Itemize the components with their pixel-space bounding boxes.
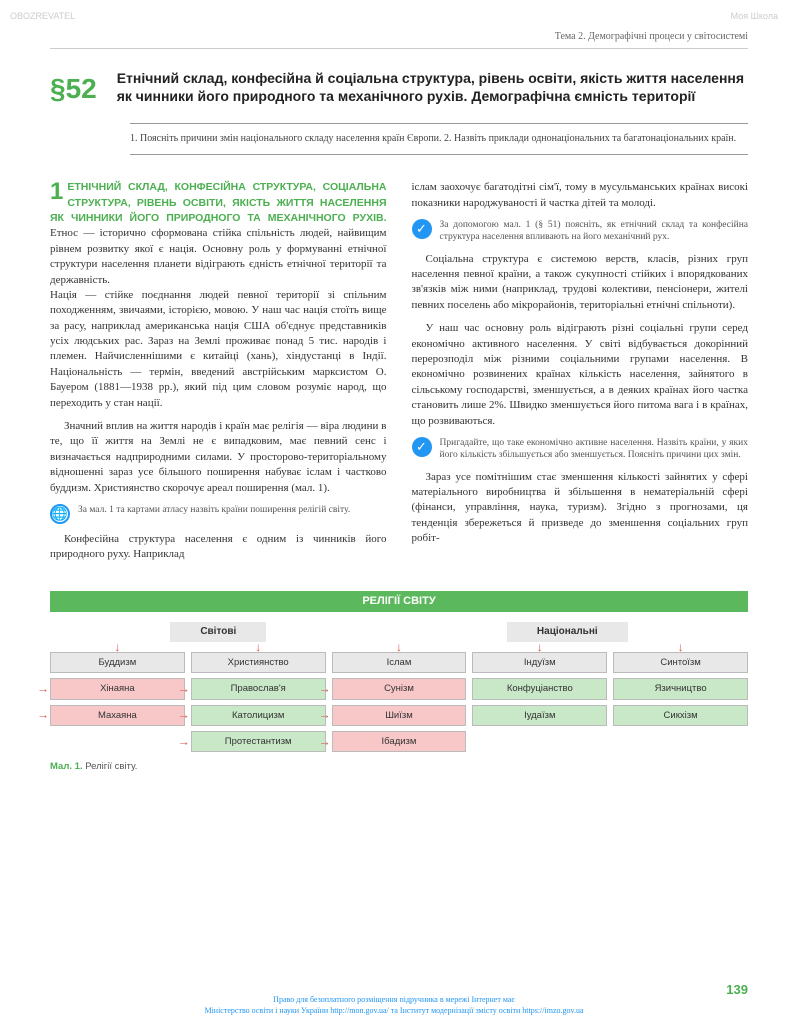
watermark: Моя Школа	[731, 10, 778, 23]
branch-node: Іудаїзм	[472, 705, 607, 726]
figure-caption: Мал. 1. Релігії світу.	[50, 760, 748, 773]
branch-node: Католицизм	[191, 705, 326, 726]
paragraph: Нація — стійке поєднання людей певної те…	[50, 288, 387, 411]
watermark: OBOZREVATEL	[10, 10, 75, 23]
paragraph: іслам заохочує багатодітні сім'ї, тому в…	[412, 180, 749, 211]
callout-text: Пригадайте, що таке економічно активне н…	[440, 437, 749, 462]
callout: 🌐 За мал. 1 та картами атласу назвіть кр…	[50, 504, 387, 524]
page-header: Тема 2. Демографічні процеси у світосист…	[50, 30, 748, 49]
check-icon: ✓	[412, 437, 432, 457]
diagram-col: Буддизм Хінаяна Махаяна	[50, 652, 185, 752]
body-columns: 1 ЕТНІЧНИЙ СКЛАД, КОНФЕСІЙНА СТРУКТУРА, …	[50, 180, 748, 571]
callout: ✓ Пригадайте, що таке економічно активне…	[412, 437, 749, 462]
diagram-col: Християнство Православ'я Католицизм Прот…	[191, 652, 326, 752]
religion-node: Індуїзм	[472, 652, 607, 673]
diagram-grid: Буддизм Хінаяна Махаяна Християнство Пра…	[50, 652, 748, 752]
diagram-col: Індуїзм Конфуціанство Іудаїзм	[472, 652, 607, 752]
branch-node: Протестантизм	[191, 731, 326, 752]
religion-node: Буддизм	[50, 652, 185, 673]
diagram-col: Синтоїзм Язичництво Сикхізм	[613, 652, 748, 752]
review-questions: 1. Поясніть причини змін національного с…	[130, 123, 748, 155]
footer-line: Право для безоплатного розміщення підруч…	[0, 994, 788, 1005]
paragraph: Зараз усе помітнішим стає зменшення кіль…	[412, 470, 749, 547]
diagram-col: Іслам Сунізм Шиїзм Ібадизм	[332, 652, 467, 752]
paragraph: У наш час основну роль відіграють різні …	[412, 321, 749, 429]
section-number: §52	[50, 69, 97, 108]
paragraph: Значний вплив на життя народів і країн м…	[50, 419, 387, 496]
callout: ✓ За допомогою мал. 1 (§ 51) поясніть, я…	[412, 219, 749, 244]
caption-label: Мал. 1.	[50, 761, 83, 772]
religions-diagram: РЕЛІГІЇ СВІТУ Світові Національні Буддиз…	[50, 591, 748, 774]
branch-node: Конфуціанство	[472, 678, 607, 699]
callout-text: За мал. 1 та картами атласу назвіть краї…	[78, 504, 350, 516]
branch-node: Махаяна	[50, 705, 185, 726]
branch-node: Ібадизм	[332, 731, 467, 752]
footer-line: Міністерство освіти і науки України http…	[0, 1005, 788, 1016]
paragraph: Соціальна структура є системою верств, к…	[412, 252, 749, 314]
callout-text: За допомогою мал. 1 (§ 51) поясніть, як …	[440, 219, 749, 244]
column-right: іслам заохочує багатодітні сім'ї, тому в…	[412, 180, 749, 571]
paragraph: Етнос — історично сформована стійка спіл…	[50, 227, 387, 285]
category-world: Світові	[170, 622, 266, 642]
section-title: Етнічний склад, конфесійна й соціальна с…	[117, 69, 748, 108]
branch-node: Шиїзм	[332, 705, 467, 726]
branch-node: Язичництво	[613, 678, 748, 699]
check-icon: ✓	[412, 219, 432, 239]
religion-node: Іслам	[332, 652, 467, 673]
footer: Право для безоплатного розміщення підруч…	[0, 994, 788, 1016]
branch-node: Сикхізм	[613, 705, 748, 726]
category-national: Національні	[507, 622, 628, 642]
branch-node: Сунізм	[332, 678, 467, 699]
paragraph: Конфесійна структура населення є одним і…	[50, 532, 387, 563]
subsection-title: ЕТНІЧНИЙ СКЛАД, КОНФЕСІЙНА СТРУКТУРА, СО…	[50, 181, 387, 224]
diagram-title: РЕЛІГІЇ СВІТУ	[50, 591, 748, 612]
religion-node: Християнство	[191, 652, 326, 673]
section-title-row: §52 Етнічний склад, конфесійна й соціаль…	[50, 69, 748, 108]
caption-text: Релігії світу.	[83, 761, 138, 772]
religion-node: Синтоїзм	[613, 652, 748, 673]
column-left: 1 ЕТНІЧНИЙ СКЛАД, КОНФЕСІЙНА СТРУКТУРА, …	[50, 180, 387, 571]
branch-node: Хінаяна	[50, 678, 185, 699]
branch-node: Православ'я	[191, 678, 326, 699]
globe-icon: 🌐	[50, 504, 70, 524]
subsection-number: 1	[50, 180, 63, 204]
